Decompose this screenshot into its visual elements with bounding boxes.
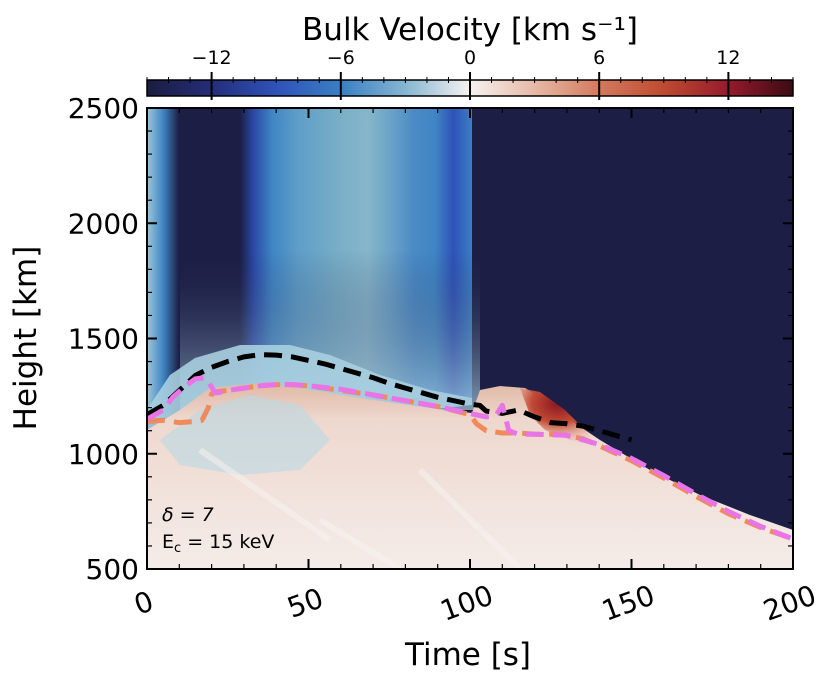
y-tick-label: 2500 [68, 92, 139, 125]
series-line-pink-dashed [147, 375, 793, 542]
x-axis-label: Time [s] [404, 637, 531, 673]
y-tick-label: 1500 [68, 323, 139, 356]
colorbar-tick-label: −6 [327, 47, 355, 69]
colorbar-tick-label: 6 [593, 47, 605, 69]
y-axis-label: Height [km] [8, 246, 44, 431]
x-tick-label: 150 [597, 578, 659, 627]
series-line-black-dashed [147, 352, 633, 443]
x-tick-label: 50 [283, 581, 328, 624]
x-tick-label: 0 [130, 585, 158, 622]
x-tick-label: 100 [436, 578, 498, 627]
axis-ticks: 0 50 100 150 200 500 1000 1500 2000 2500 [68, 92, 821, 628]
series-lines [147, 352, 793, 542]
colorbar-tick-label: 0 [464, 47, 476, 69]
colorbar-ticks: −12 −6 0 6 12 [146, 47, 794, 100]
annotation-ec-sub: c [174, 541, 181, 556]
y-tick-label: 2000 [68, 207, 139, 240]
annotation-ec-prefix: E [162, 531, 174, 553]
x-tick-label: 200 [759, 578, 821, 627]
annotation-ec-value: = 15 keV [181, 531, 274, 553]
colorbar-tick-label: −12 [192, 47, 232, 69]
annotation-delta: δ = 7 [162, 504, 214, 526]
heatmap-red-bump [520, 388, 605, 450]
y-tick-label: 500 [86, 553, 139, 586]
annotation-ec: Ec = 15 keV [162, 531, 274, 556]
heatmap-left-strip [147, 108, 179, 418]
heatmap-faint-streaks [198, 447, 523, 569]
plot-area [147, 108, 793, 569]
y-tick-label: 1000 [68, 438, 139, 471]
colorbar-tick-label: 12 [716, 47, 740, 69]
colorbar-label: Bulk Velocity [km s⁻¹] [302, 12, 638, 48]
